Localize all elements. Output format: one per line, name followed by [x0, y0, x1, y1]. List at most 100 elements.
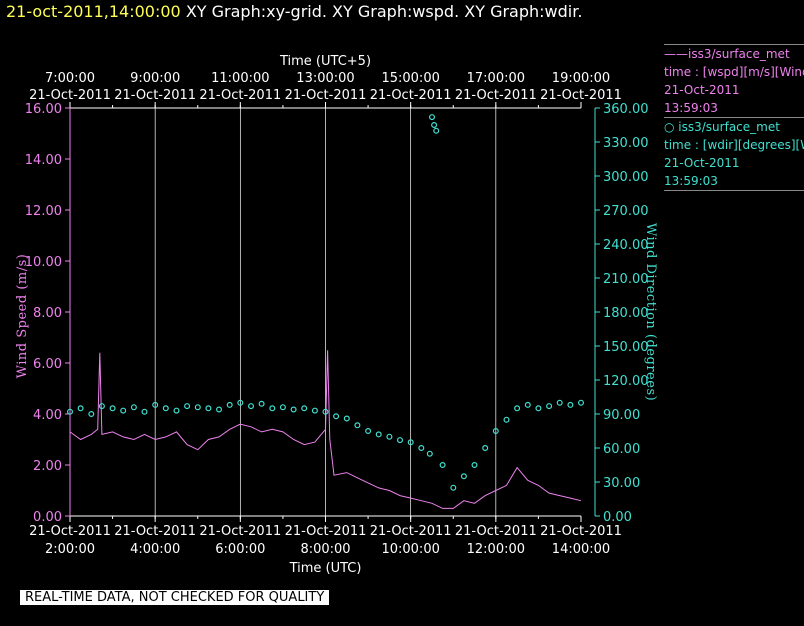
wind-speed-line	[69, 350, 582, 509]
top-tick-label-time: 19:00:00	[552, 71, 610, 86]
top-tick-label-time: 13:00:00	[296, 71, 354, 86]
y-right-tick-label: 120.00	[603, 374, 649, 389]
wind-direction-point	[237, 399, 244, 406]
top-tick-label-date: 21-Oct-2011	[285, 88, 367, 103]
y-left-tick-label: 6.00	[33, 357, 62, 372]
x-tick-label-date: 21-Oct-2011	[29, 524, 111, 539]
wind-direction-point	[577, 399, 584, 406]
wind-direction-point	[216, 406, 223, 413]
y-right-tick-label: 360.00	[603, 102, 649, 117]
y-left-tick-label: 8.00	[33, 306, 62, 321]
wind-direction-point	[556, 399, 563, 406]
top-tick-label-date: 21-Oct-2011	[540, 88, 622, 103]
wind-direction-point	[354, 422, 361, 429]
legend-wdir-time: 13:59:03	[664, 174, 718, 188]
wind-direction-point	[194, 404, 201, 411]
wind-direction-point	[524, 401, 531, 408]
y-right-tick-label: 270.00	[603, 204, 649, 219]
top-tick-label-time: 15:00:00	[381, 71, 439, 86]
legend-wspd-time: 13:59:03	[664, 101, 718, 115]
top-tick-label-date: 21-Oct-2011	[114, 88, 196, 103]
y-right-tick-label: 180.00	[603, 306, 649, 321]
x-tick-label-date: 21-Oct-2011	[285, 524, 367, 539]
legend-wspd-name: ——iss3/surface_met	[664, 47, 790, 61]
wind-direction-point	[98, 403, 105, 410]
legend-separator	[664, 117, 804, 118]
top-tick-label-time: 17:00:00	[467, 71, 525, 86]
wind-direction-point	[120, 407, 127, 414]
chart-title-bar: 21-oct-2011,14:00:00 XY Graph:xy-grid. X…	[6, 2, 582, 21]
x-axis-title-bottom: Time (UTC)	[289, 561, 362, 576]
y-right-tick-label: 150.00	[603, 340, 649, 355]
x-tick-label-time: 4:00:00	[130, 542, 180, 557]
wind-direction-point	[365, 428, 372, 435]
wind-direction-point	[567, 401, 574, 408]
x-tick-label-date: 21-Oct-2011	[114, 524, 196, 539]
chart-timestamp: 21-oct-2011,14:00:00	[6, 2, 181, 21]
wind-direction-point	[162, 405, 169, 412]
wind-direction-point	[418, 445, 425, 452]
wind-direction-point	[482, 445, 489, 452]
wind-direction-point	[205, 405, 212, 412]
x-tick-label-date: 21-Oct-2011	[199, 524, 281, 539]
top-tick-label-date: 21-Oct-2011	[455, 88, 537, 103]
y-left-tick-label: 0.00	[33, 510, 62, 525]
wind-direction-point	[546, 403, 553, 410]
wind-direction-point	[173, 407, 180, 414]
y-right-tick-label: 60.00	[603, 442, 640, 457]
y-right-tick-label: 240.00	[603, 238, 649, 253]
top-tick-label-date: 21-Oct-2011	[370, 88, 452, 103]
legend: ——iss3/surface_met time : [wspd][m/s][Wi…	[664, 44, 804, 191]
x-tick-label-date: 21-Oct-2011	[370, 524, 452, 539]
top-tick-label-time: 11:00:00	[211, 71, 269, 86]
y-right-tick-label: 330.00	[603, 136, 649, 151]
x-tick-label-date: 21-Oct-2011	[540, 524, 622, 539]
quality-notice: REAL-TIME DATA, NOT CHECKED FOR QUALITY	[20, 590, 330, 605]
legend-wspd-var: time : [wspd][m/s][Wind	[664, 65, 804, 79]
wind-direction-point	[88, 411, 95, 418]
wind-direction-point	[269, 405, 276, 412]
wind-direction-point	[333, 413, 340, 420]
wind-direction-point	[311, 407, 318, 414]
top-tick-label-time: 7:00:00	[45, 71, 95, 86]
wind-direction-point	[433, 127, 440, 134]
wind-direction-point	[514, 405, 521, 412]
top-tick-label-date: 21-Oct-2011	[199, 88, 281, 103]
wind-direction-point	[375, 431, 382, 438]
wind-direction-point	[301, 405, 308, 412]
legend-wdir-var: time : [wdir][degrees][Wind	[664, 138, 804, 152]
chart-graph-names: XY Graph:xy-grid. XY Graph:wspd. XY Grap…	[185, 2, 583, 21]
y-left-axis-title: Wind Speed (m/s)	[15, 254, 30, 379]
wind-direction-point	[471, 462, 478, 469]
wind-direction-point	[503, 416, 510, 423]
top-tick-label-time: 9:00:00	[130, 71, 180, 86]
x-tick-label-time: 8:00:00	[300, 542, 350, 557]
wind-direction-point	[450, 484, 457, 491]
wind-direction-point	[386, 433, 393, 440]
wind-direction-point	[258, 400, 265, 407]
x-tick-label-time: 14:00:00	[552, 542, 610, 557]
y-left-tick-label: 12.00	[25, 204, 62, 219]
x-tick-label-time: 12:00:00	[467, 542, 525, 557]
wind-direction-point	[248, 403, 255, 410]
wind-direction-point	[109, 405, 116, 412]
wind-direction-point	[431, 121, 438, 128]
y-right-tick-label: 210.00	[603, 272, 649, 287]
legend-wdir-date: 21-Oct-2011	[664, 156, 740, 170]
legend-separator	[664, 44, 804, 45]
top-tick-label-date: 21-Oct-2011	[29, 88, 111, 103]
wind-direction-point	[426, 450, 433, 457]
wind-direction-point	[226, 401, 233, 408]
wind-direction-point	[407, 439, 414, 446]
wind-direction-point	[322, 408, 329, 415]
y-left-tick-label: 10.00	[25, 255, 62, 270]
wind-direction-point	[460, 473, 467, 480]
legend-wspd-date: 21-Oct-2011	[664, 83, 740, 97]
wind-direction-point	[66, 408, 73, 415]
x-axis-title-top: Time (UTC+5)	[279, 54, 371, 69]
y-left-tick-label: 2.00	[33, 459, 62, 474]
wind-direction-point	[439, 462, 446, 469]
wind-direction-point	[492, 428, 499, 435]
wind-direction-point	[152, 401, 159, 408]
